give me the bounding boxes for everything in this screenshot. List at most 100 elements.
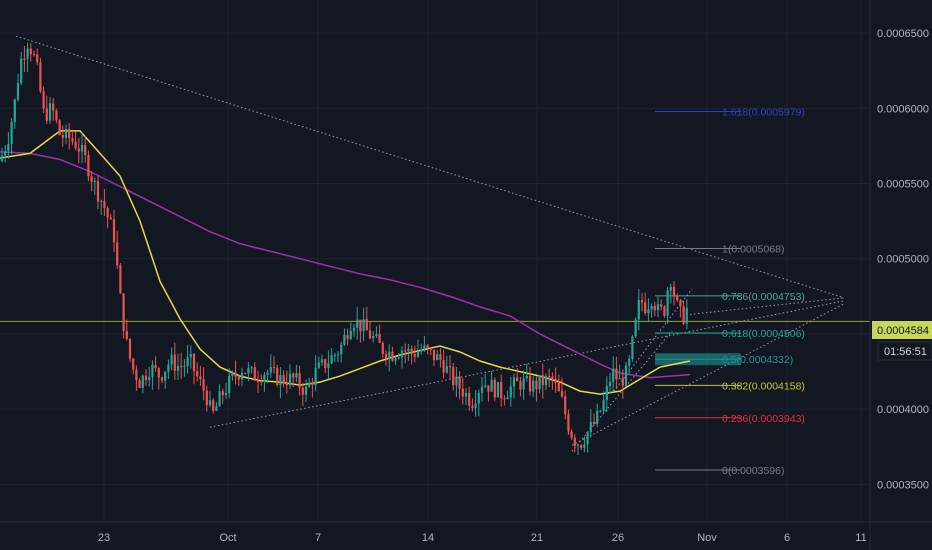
candle-body: [669, 286, 672, 291]
candle-body: [186, 357, 189, 366]
candle-body: [154, 364, 157, 369]
candle-body: [442, 360, 445, 373]
candle-body: [372, 336, 375, 339]
candle-body: [359, 319, 362, 332]
trendline[interactable]: [689, 297, 845, 315]
candle-body: [279, 375, 282, 386]
candle-body: [416, 351, 420, 357]
candle-body: [272, 367, 276, 369]
candle-body: [39, 62, 42, 92]
countdown-box: [877, 341, 932, 361]
candle-body: [96, 181, 100, 202]
candle-body: [100, 200, 103, 202]
candle-body: [250, 367, 253, 369]
candle-body: [346, 335, 349, 339]
fib-zone-box: [655, 353, 741, 366]
candle-body: [144, 375, 148, 381]
candle-body: [93, 181, 96, 183]
candle-body: [583, 444, 586, 448]
candle-body: [624, 365, 628, 386]
x-tick-label: 6: [784, 532, 790, 544]
candle-body: [157, 368, 160, 378]
candle-body: [509, 386, 512, 398]
candle-body: [464, 392, 468, 397]
candle-body: [269, 367, 272, 373]
candle-body: [119, 265, 122, 294]
candle-body: [522, 378, 525, 390]
candle-body: [516, 377, 519, 382]
candle-body: [266, 372, 269, 375]
candle-body: [128, 338, 132, 359]
candle-body: [132, 358, 135, 370]
candle-body: [240, 373, 244, 380]
trendline[interactable]: [571, 303, 845, 446]
candle-body: [10, 121, 13, 144]
candle-body: [618, 377, 621, 380]
candle-body: [634, 319, 637, 337]
candle-body: [544, 376, 548, 386]
candle-body: [420, 349, 423, 352]
candle-body: [666, 290, 669, 316]
y-tick-label: 0.0005500: [877, 179, 929, 191]
candle-body: [189, 353, 192, 358]
trendline[interactable]: [15, 35, 845, 299]
candle-body: [317, 362, 320, 368]
candle-body: [532, 380, 535, 392]
candle-body: [608, 381, 612, 386]
candle-body: [580, 445, 583, 448]
candle-body: [503, 398, 506, 400]
candle-body: [74, 141, 77, 149]
candle-body: [365, 319, 368, 331]
trendlines: [15, 35, 845, 452]
candle-body: [32, 54, 36, 56]
candle-body: [541, 375, 544, 386]
candle-body: [368, 330, 372, 339]
candle-body: [468, 392, 471, 406]
candle-body: [80, 144, 84, 152]
candle-body: [557, 382, 560, 392]
chart-grid: [0, 0, 870, 522]
x-tick-label: Nov: [697, 532, 717, 544]
candle-body: [660, 304, 663, 307]
candle-body: [567, 414, 570, 432]
candle-body: [180, 365, 183, 368]
candle-body: [394, 358, 397, 361]
candle-body: [340, 344, 343, 355]
candle-body: [228, 375, 231, 393]
candle-body: [592, 421, 596, 424]
candle-body: [202, 379, 205, 391]
candle-body: [55, 110, 58, 121]
candle-body: [679, 300, 682, 307]
candle-body: [336, 354, 340, 356]
candle-body: [445, 366, 448, 373]
candle-body: [349, 330, 352, 339]
candle-body: [528, 375, 532, 392]
candle-body: [448, 366, 452, 368]
candle-body: [295, 373, 298, 378]
candle-body: [676, 296, 679, 301]
candle-body: [458, 376, 461, 389]
candle-body: [109, 217, 112, 220]
candle-body: [221, 391, 224, 395]
candle-body: [308, 382, 311, 387]
candle-body: [381, 342, 384, 354]
candle-body: [68, 128, 71, 139]
candle-body: [384, 353, 388, 359]
candle-body: [512, 377, 516, 387]
candle-body: [436, 354, 439, 361]
candle-body: [452, 367, 455, 386]
candle-body: [42, 91, 45, 109]
candle-body: [605, 385, 608, 401]
candle-body: [151, 364, 154, 378]
candle-body: [672, 286, 676, 297]
candle-body: [125, 330, 128, 339]
candle-body: [548, 376, 551, 378]
candle-body: [631, 336, 634, 359]
y-tick-label: 0.0005000: [877, 254, 929, 266]
y-tick-label: 0.0004000: [877, 404, 929, 416]
candle-body: [362, 319, 365, 332]
candle-body: [160, 377, 164, 381]
x-tick-label: Oct: [219, 532, 236, 544]
candle-body: [58, 120, 61, 135]
